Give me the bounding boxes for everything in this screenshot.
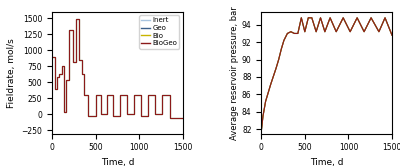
Legend: Inert, Geo, Bio, BioGeo: Inert, Geo, Bio, BioGeo	[139, 15, 179, 49]
X-axis label: Time, d: Time, d	[101, 158, 134, 167]
Y-axis label: Average reservoir pressure, bar: Average reservoir pressure, bar	[230, 6, 239, 139]
Y-axis label: Fieldrate, mol/s: Fieldrate, mol/s	[7, 38, 16, 108]
X-axis label: Time, d: Time, d	[310, 158, 343, 167]
